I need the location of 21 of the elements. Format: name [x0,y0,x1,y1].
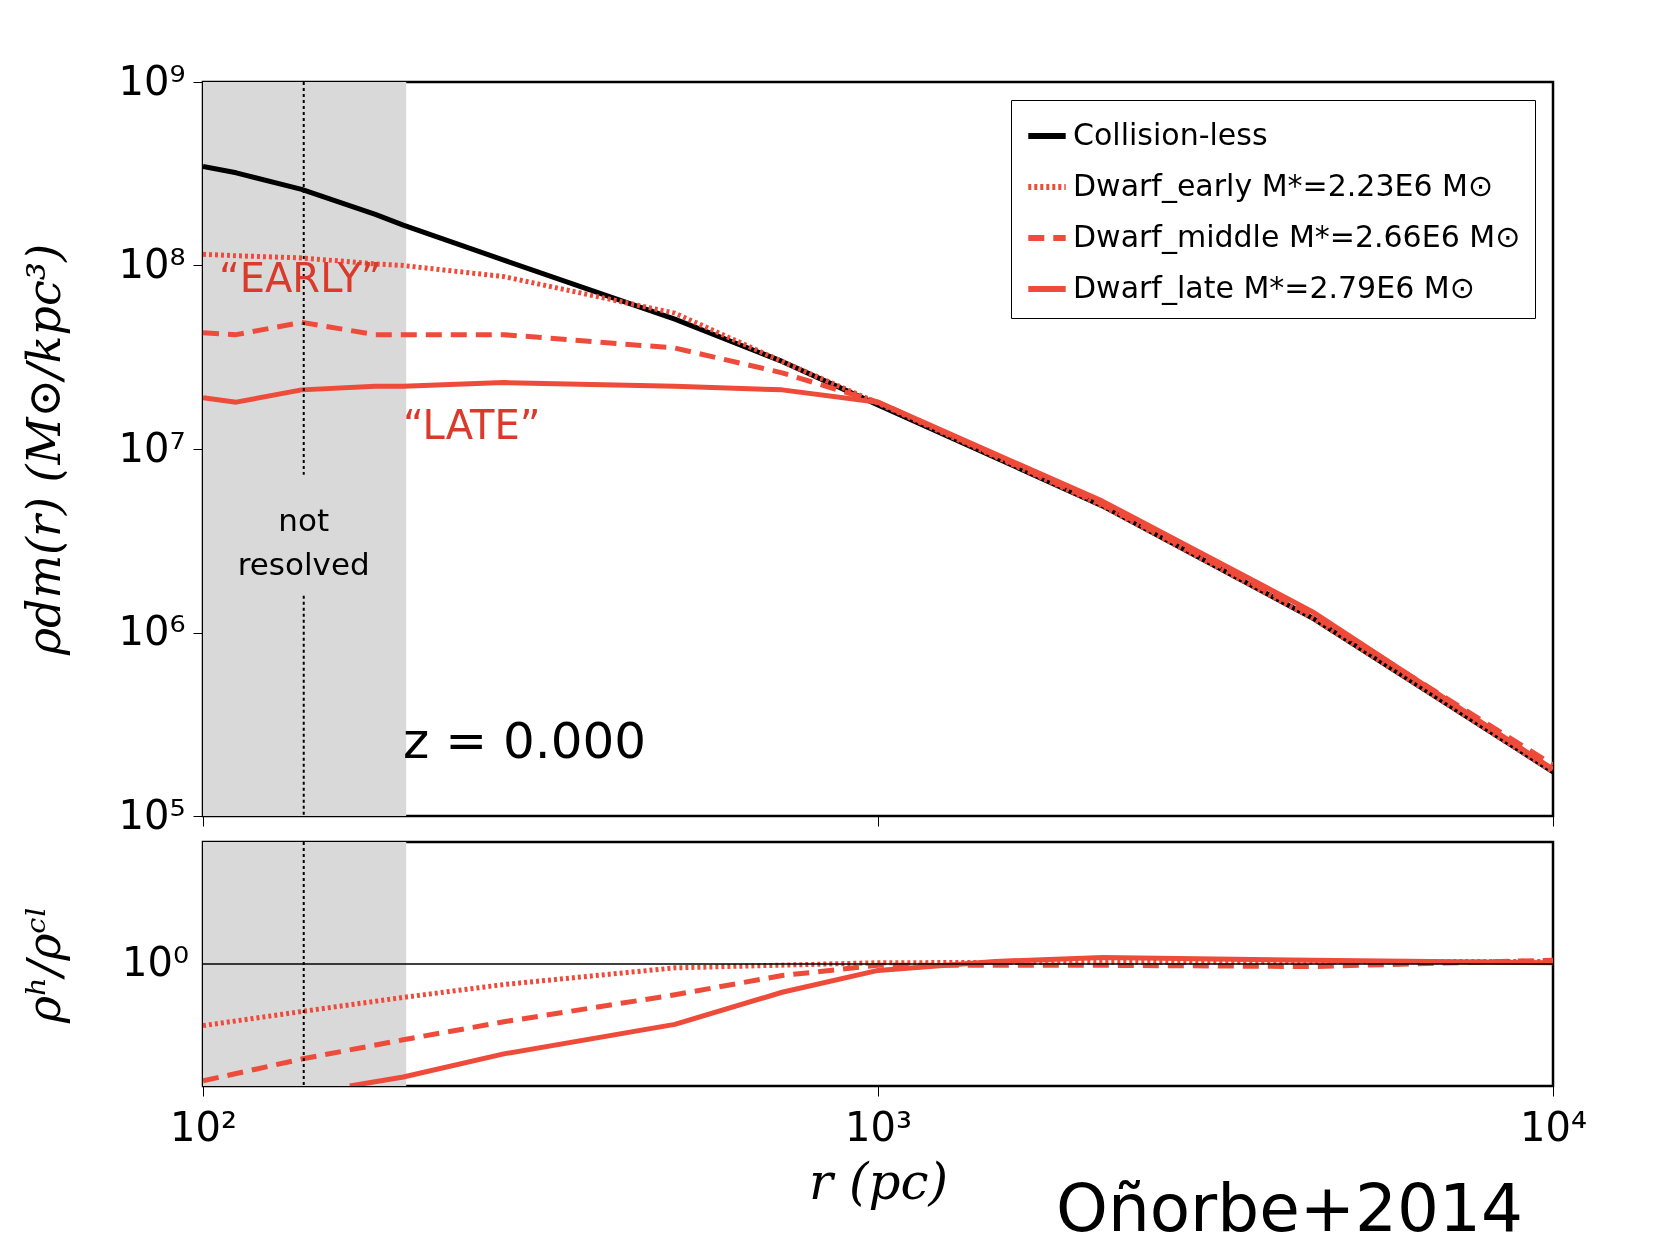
y-axis-title: ρʰ/ρᶜˡ [16,906,71,1024]
y-tick-label: 10⁸ [118,241,186,287]
x-tick-label: 10³ [845,1103,912,1150]
y-tick-label: 10⁶ [118,608,186,654]
y-tick-label: 10⁷ [118,424,186,471]
ref-line-label: not resolved [237,502,370,583]
text: Oñorbe+2014 [1055,1170,1523,1247]
legend-label: Collision-less [1073,117,1268,152]
text: 10⁰ [122,939,189,985]
legend-label: Dwarf_late M*=2.79E6 M⊙ [1073,270,1475,305]
annotation: “EARLY” [219,255,382,302]
y-axis-title: ρdm(r) (M⊙/kpc³) [16,243,71,657]
annotation: “LATE” [403,401,541,448]
x-axis-title: r (pc) [809,1152,948,1211]
y-tick-label: 10⁹ [118,57,186,104]
x-tick-label: 10⁴ [1520,1103,1587,1150]
y-tick-label: 10⁵ [118,791,186,838]
annotation: z = 0.000 [403,711,647,770]
legend-label: Dwarf_middle M*=2.66E6 M⊙ [1073,219,1521,254]
x-tick-label: 10² [170,1103,237,1150]
legend-label: Dwarf_early M*=2.23E6 M⊙ [1073,168,1494,203]
